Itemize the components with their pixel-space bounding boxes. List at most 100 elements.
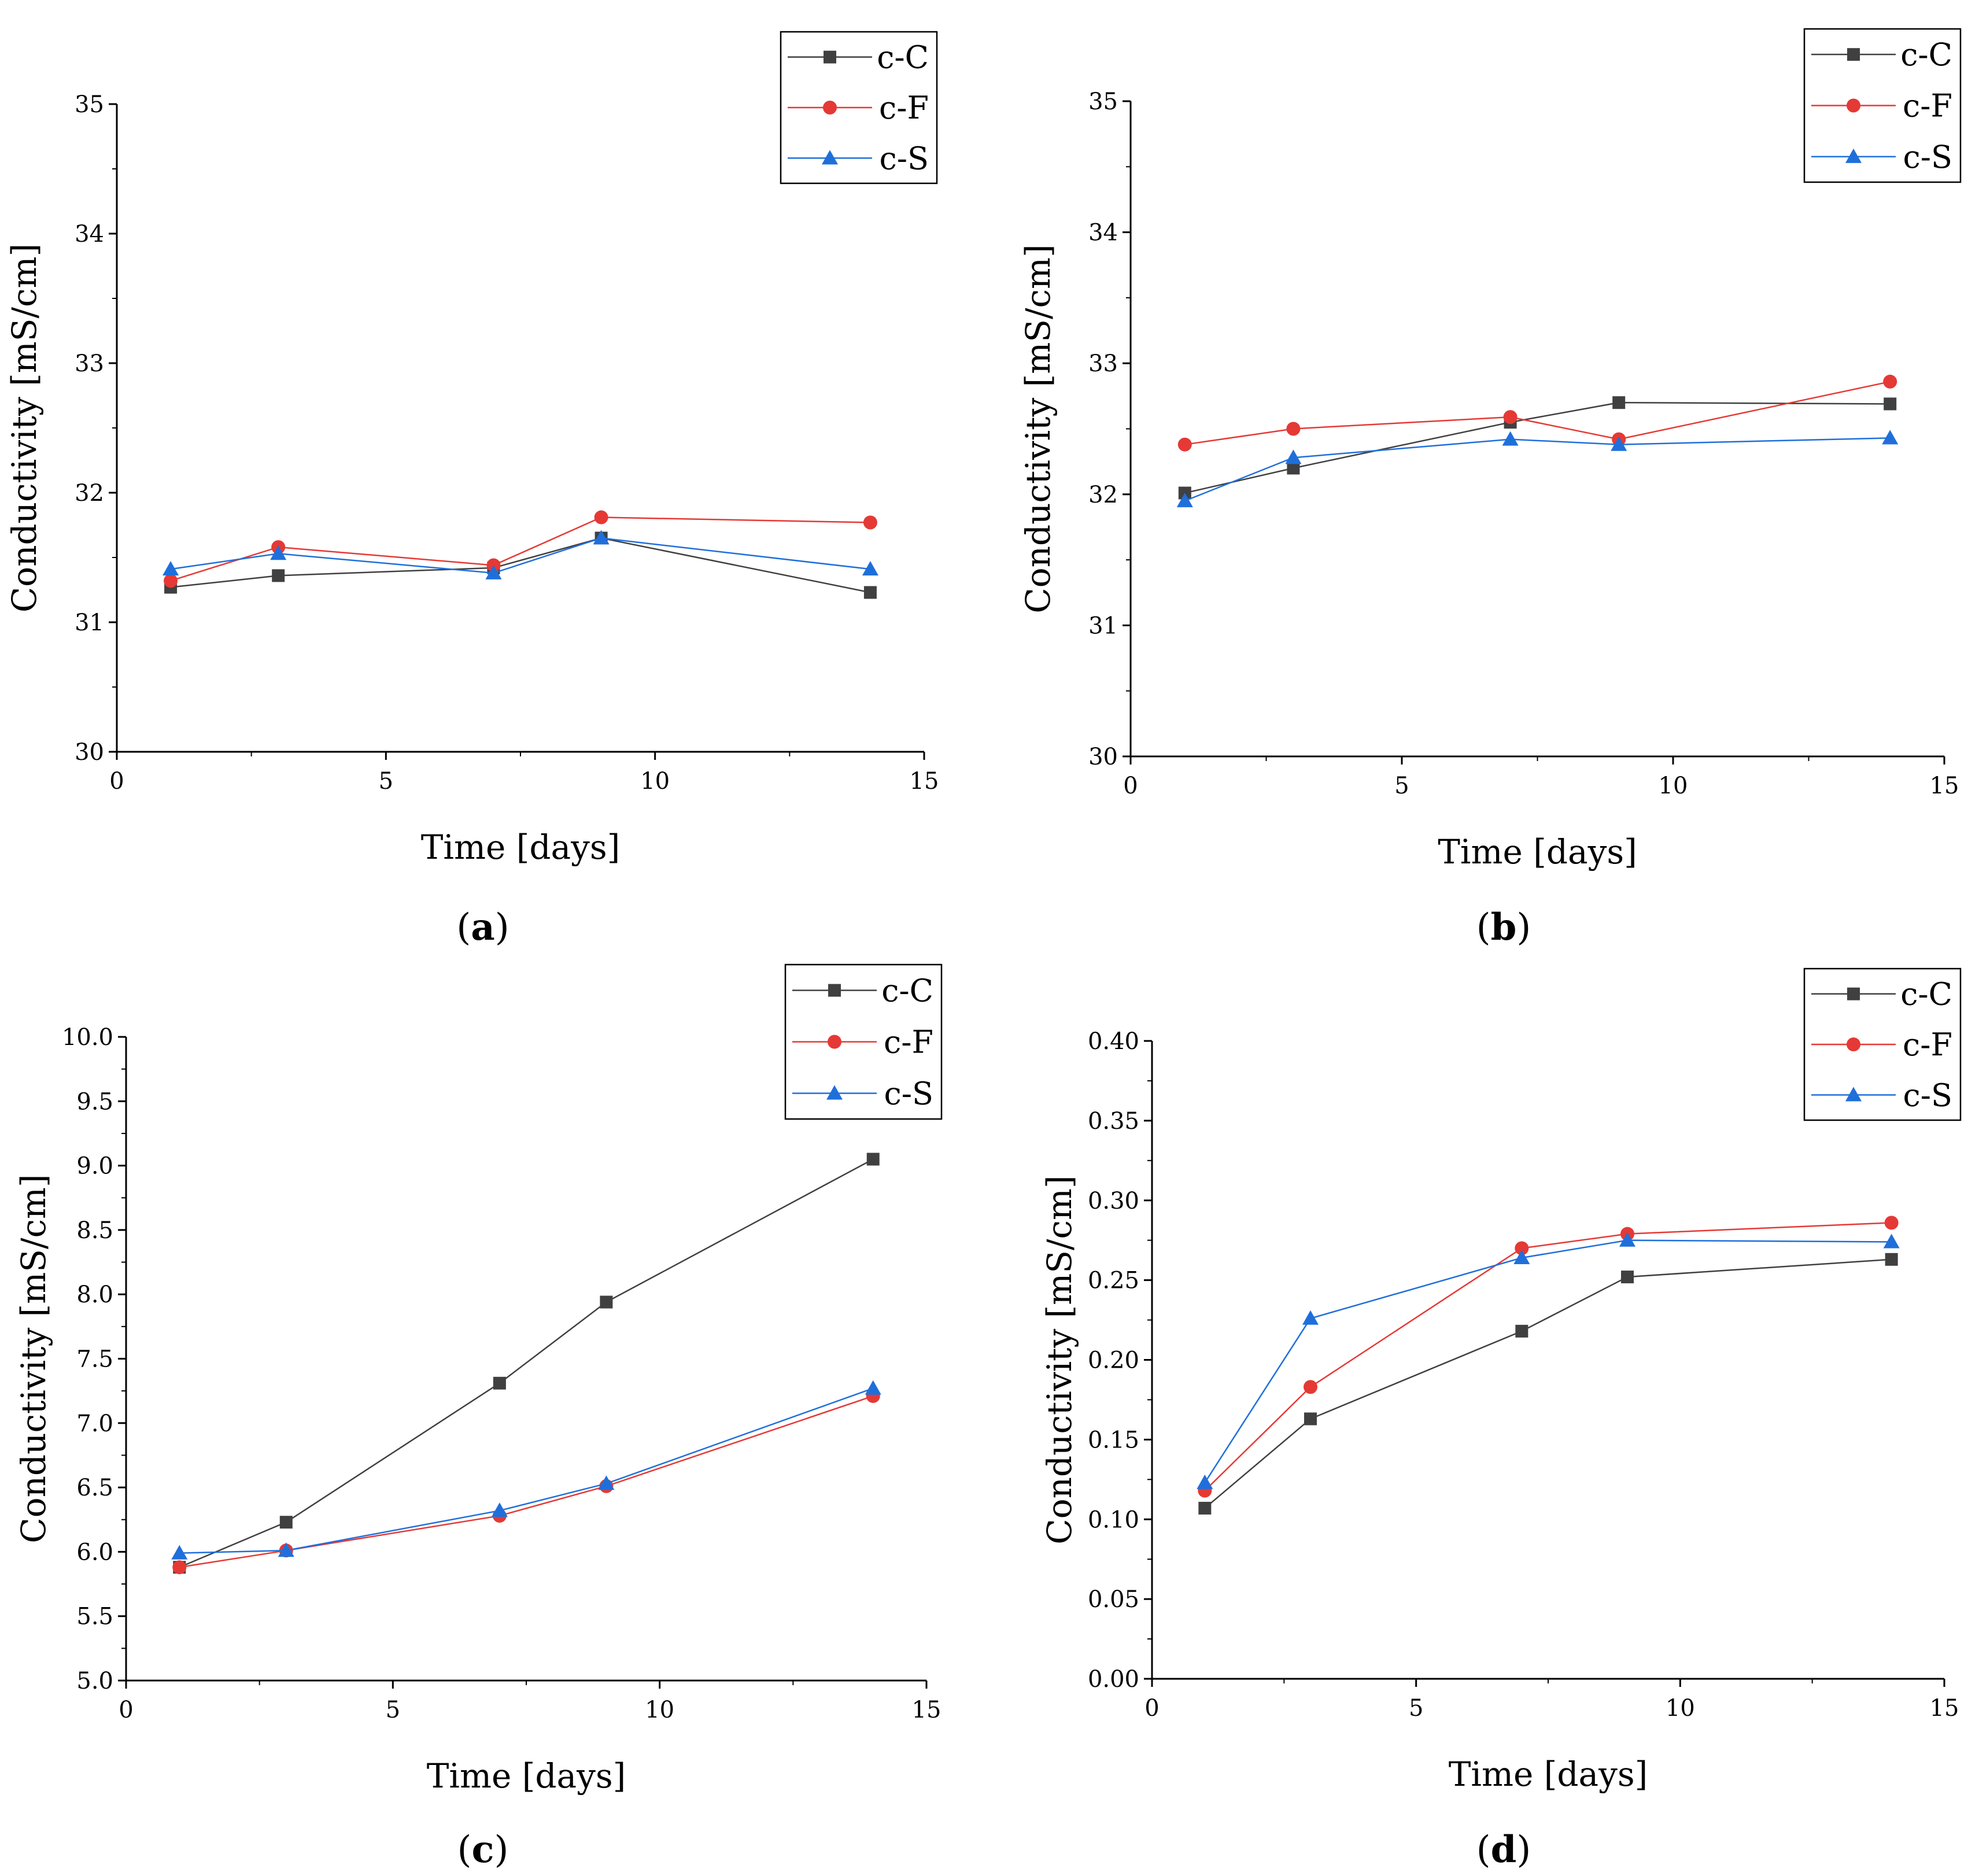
data-point-c-C [1885, 1253, 1898, 1266]
legend-marker-c-F [1847, 1037, 1860, 1051]
caption-paren-close: ) [494, 1829, 508, 1871]
y-tick-label: 5.0 [76, 1668, 113, 1694]
data-point-c-F [594, 510, 608, 525]
y-tick-label: 30 [1088, 744, 1118, 770]
y-tick-label: 8.0 [76, 1282, 113, 1308]
x-tick-label: 10 [1666, 1695, 1695, 1722]
legend-marker-c-S [822, 150, 838, 165]
y-tick-label: 9.5 [76, 1088, 113, 1115]
x-axis-label: Time [days] [1438, 832, 1637, 871]
y-tick-label: 0.15 [1088, 1427, 1139, 1453]
data-point-c-F [1286, 422, 1301, 436]
data-point-c-F [1883, 374, 1897, 389]
data-point-c-F [1884, 1216, 1899, 1230]
data-point-c-F [1304, 1380, 1317, 1394]
y-tick-label: 0.20 [1088, 1347, 1139, 1374]
panel-caption: (d) [1476, 1828, 1531, 1871]
y-tick-label: 0.40 [1088, 1028, 1139, 1055]
data-point-c-C [1621, 1271, 1634, 1284]
legend: c-C c-F c-S [1803, 967, 1962, 1121]
data-point-c-S [163, 561, 179, 576]
data-point-c-S [485, 564, 502, 579]
y-tick-label: 0.05 [1088, 1586, 1139, 1613]
x-tick-label: 0 [109, 768, 124, 795]
data-point-c-S [1619, 1232, 1635, 1247]
x-axis-label: Time [days] [421, 828, 621, 867]
x-tick-label: 10 [640, 768, 670, 795]
data-point-c-F [164, 574, 178, 588]
legend: c-C c-F c-S [784, 963, 943, 1120]
panel-b: 0 5 10 15 30 31 32 33 34 35 Time [days] Conductivit… [1018, 28, 1962, 949]
x-tick-label: 15 [1930, 773, 1959, 799]
data-point-c-S [862, 561, 878, 576]
x-axis-label: Time [days] [427, 1756, 626, 1796]
legend-label-c-C: c-C [1900, 976, 1952, 1013]
data-point-c-F [1515, 1241, 1529, 1255]
x-tick-label: 5 [386, 1697, 400, 1723]
y-tick-label: 31 [1088, 612, 1118, 639]
legend-label-c-C: c-C [877, 39, 929, 76]
series-line-c-C [1184, 401, 1891, 494]
x-tick-label: 15 [912, 1697, 941, 1723]
y-tick-label: 33 [75, 350, 104, 377]
legend-label-c-F: c-F [879, 90, 929, 126]
caption-paren-open: ( [457, 1829, 472, 1871]
data-point-c-S [1883, 1234, 1900, 1249]
y-tick-label: 8.5 [76, 1217, 113, 1244]
data-point-c-C [1515, 1324, 1528, 1338]
data-point-c-F [172, 1560, 187, 1575]
y-tick-label: 9.0 [76, 1153, 113, 1180]
x-tick-label: 5 [379, 768, 393, 795]
data-point-c-S [1302, 1310, 1319, 1325]
caption-letter: d [1491, 1828, 1517, 1871]
series-line-c-C [179, 1158, 874, 1568]
legend-marker-c-C [1847, 48, 1860, 61]
legend-label-c-C: c-C [881, 973, 933, 1009]
data-point-c-C [1612, 396, 1626, 409]
legend-marker-c-S [826, 1085, 843, 1100]
data-point-c-S [593, 530, 610, 545]
y-tick-label: 30 [75, 739, 104, 766]
legend: c-C c-F c-S [1803, 28, 1962, 183]
data-point-c-S [491, 1502, 508, 1517]
legend-label-c-S: c-S [1903, 139, 1952, 175]
data-point-c-S [1285, 449, 1302, 464]
legend-marker-c-C [1847, 987, 1860, 1000]
data-point-c-S [278, 1542, 294, 1557]
y-axis-label: Conductivity [mS/cm] [5, 243, 44, 612]
legend-marker-c-C [824, 50, 836, 64]
legend-marker-c-F [828, 1035, 841, 1049]
caption-letter: a [471, 906, 494, 949]
x-tick-label: 10 [1659, 773, 1688, 799]
data-point-c-F [1503, 410, 1518, 424]
caption-paren-open: ( [1476, 906, 1491, 949]
data-point-c-S [1502, 431, 1519, 446]
caption-paren-open: ( [456, 906, 471, 949]
panel-caption: (a) [456, 906, 509, 949]
x-tick-label: 5 [1409, 1695, 1423, 1722]
panel-d: 0 5 10 15 0.00 0.05 0.10 0.15 0.20 0.25 0.30 0.35 0.… [1040, 967, 1962, 1871]
legend-marker-c-S [1845, 1087, 1862, 1102]
legend: c-C c-F c-S [780, 31, 938, 184]
legend-label-c-F: c-F [884, 1024, 933, 1061]
y-tick-label: 35 [75, 91, 104, 118]
data-point-c-S [1176, 493, 1193, 508]
y-tick-label: 31 [75, 610, 104, 636]
caption-paren-close: ) [1516, 906, 1531, 949]
legend-label-c-C: c-C [1900, 36, 1952, 73]
x-tick-label: 15 [910, 768, 939, 795]
data-point-c-S [1197, 1474, 1213, 1489]
data-point-c-C [493, 1376, 506, 1390]
y-tick-label: 0.25 [1088, 1268, 1139, 1294]
y-tick-label: 6.5 [76, 1475, 113, 1501]
y-axis-label: Conductivity [mS/cm] [1018, 244, 1058, 613]
data-point-c-F [863, 515, 877, 530]
y-tick-label: 0.35 [1088, 1108, 1139, 1135]
y-tick-label: 0.00 [1088, 1666, 1139, 1693]
legend-label-c-S: c-S [884, 1076, 933, 1112]
data-point-c-S [1513, 1250, 1530, 1265]
data-point-c-C [272, 569, 285, 582]
panel-caption: (c) [457, 1828, 509, 1871]
legend-marker-c-F [1847, 98, 1860, 113]
